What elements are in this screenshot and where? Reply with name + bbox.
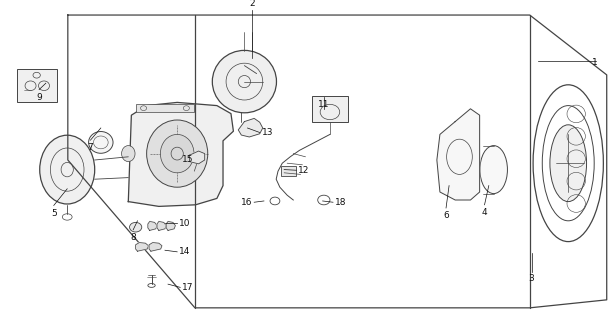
Ellipse shape xyxy=(480,146,508,194)
Bar xyxy=(17,69,57,102)
Text: 10: 10 xyxy=(179,219,191,228)
Polygon shape xyxy=(148,221,157,230)
Text: 6: 6 xyxy=(443,211,449,220)
Text: 8: 8 xyxy=(130,233,136,242)
Polygon shape xyxy=(136,243,148,251)
Ellipse shape xyxy=(550,125,587,202)
Text: 7: 7 xyxy=(87,143,93,152)
Text: 15: 15 xyxy=(182,155,194,164)
Text: 9: 9 xyxy=(36,93,42,102)
Polygon shape xyxy=(149,243,162,251)
Polygon shape xyxy=(166,221,175,230)
Polygon shape xyxy=(128,102,233,206)
Text: 12: 12 xyxy=(298,166,310,175)
Polygon shape xyxy=(437,109,480,200)
Text: 17: 17 xyxy=(182,283,194,292)
Text: 4: 4 xyxy=(481,208,488,217)
Polygon shape xyxy=(189,151,205,164)
Ellipse shape xyxy=(160,134,194,173)
Ellipse shape xyxy=(122,146,135,162)
Text: 2: 2 xyxy=(249,0,255,8)
Text: 18: 18 xyxy=(335,198,346,207)
Text: 3: 3 xyxy=(529,274,535,283)
Ellipse shape xyxy=(213,50,277,113)
Text: 14: 14 xyxy=(179,247,191,256)
Text: 11: 11 xyxy=(318,100,329,109)
Ellipse shape xyxy=(130,222,142,232)
Text: 13: 13 xyxy=(262,128,273,137)
Bar xyxy=(312,96,348,122)
Bar xyxy=(136,104,194,112)
Ellipse shape xyxy=(89,132,113,153)
Ellipse shape xyxy=(147,120,208,187)
Bar xyxy=(281,166,296,176)
Text: 5: 5 xyxy=(51,209,57,218)
Polygon shape xyxy=(238,118,263,137)
Text: 16: 16 xyxy=(241,198,252,207)
Text: 1: 1 xyxy=(592,58,598,67)
Ellipse shape xyxy=(40,135,95,204)
Polygon shape xyxy=(157,221,166,230)
